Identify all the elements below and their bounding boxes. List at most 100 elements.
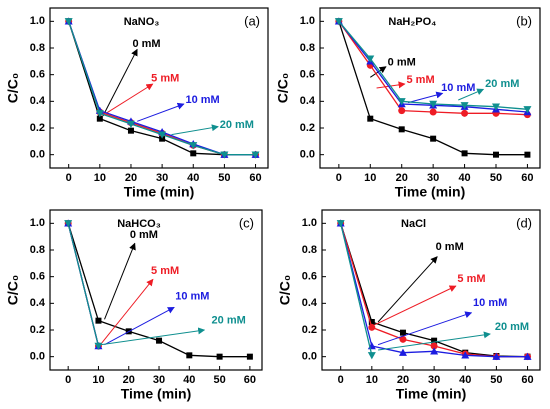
x-tick-label: 0 bbox=[66, 172, 72, 184]
y-axis-label: C/C₀ bbox=[275, 73, 291, 103]
x-tick-label: 30 bbox=[427, 172, 439, 184]
y-tick-label: 0.0 bbox=[30, 351, 45, 363]
data-point bbox=[216, 353, 223, 360]
x-tick-label: 50 bbox=[490, 172, 502, 184]
x-tick-label: 60 bbox=[244, 374, 256, 386]
plot-frame bbox=[49, 7, 269, 169]
annotation-arrow bbox=[104, 306, 175, 346]
x-tick-label: 60 bbox=[521, 374, 533, 386]
plot-frame bbox=[321, 209, 541, 371]
data-point bbox=[431, 337, 438, 344]
data-point bbox=[430, 347, 439, 355]
panel: 0 10 20 30 40 50 60 0.0 0.2 0.4 0.6 0.8 1.0 Time (min… bbox=[277, 209, 541, 402]
y-tick-label: 0.8 bbox=[30, 42, 45, 54]
x-tick-label: 60 bbox=[521, 172, 533, 184]
annotation-arrow bbox=[171, 124, 219, 136]
annotation-arrow bbox=[374, 285, 457, 326]
data-point bbox=[220, 151, 229, 159]
data-point bbox=[429, 108, 437, 116]
annotation-arrow bbox=[102, 48, 138, 117]
x-tick-label: 30 bbox=[428, 374, 440, 386]
data-point bbox=[398, 348, 407, 356]
x-axis-label: Time (min) bbox=[121, 386, 192, 402]
data-point bbox=[156, 337, 163, 344]
x-tick-label: 40 bbox=[187, 172, 199, 184]
y-tick-label: 0.6 bbox=[300, 69, 315, 81]
x-tick-label: 10 bbox=[366, 374, 378, 386]
data-point bbox=[493, 151, 499, 158]
y-tick-label: 1.0 bbox=[30, 217, 45, 229]
y-tick-label: 0.4 bbox=[30, 95, 46, 107]
panel: 0 10 20 30 40 50 60 0.0 0.2 0.4 0.6 0.8 1.0 Time (min… bbox=[5, 209, 263, 402]
panel-label: (a) bbox=[244, 13, 260, 28]
y-axis-label: C/C₀ bbox=[5, 275, 21, 305]
data-point bbox=[95, 110, 104, 118]
data-point bbox=[492, 103, 500, 111]
x-tick-label: 30 bbox=[153, 374, 165, 386]
data-point bbox=[94, 342, 103, 350]
data-point bbox=[158, 131, 167, 139]
data-point bbox=[399, 335, 407, 343]
series-label: 5 mM bbox=[407, 74, 435, 86]
y-tick-label: 0.2 bbox=[30, 324, 45, 336]
annotation-arrow bbox=[407, 91, 444, 104]
data-point bbox=[186, 352, 193, 359]
x-tick-label: 60 bbox=[249, 172, 261, 184]
x-tick-label: 10 bbox=[94, 172, 106, 184]
series-line bbox=[338, 20, 528, 116]
data-point bbox=[461, 351, 470, 359]
x-tick-label: 20 bbox=[123, 374, 135, 386]
y-tick-label: 0.6 bbox=[30, 69, 45, 81]
data-point bbox=[334, 18, 343, 26]
x-tick-label: 40 bbox=[183, 374, 195, 386]
data-point bbox=[397, 98, 406, 106]
data-point bbox=[126, 120, 135, 128]
series-label: 20 mM bbox=[485, 78, 519, 90]
x-tick-label: 20 bbox=[396, 172, 408, 184]
annotation-arrow bbox=[458, 88, 485, 101]
x-tick-label: 20 bbox=[397, 374, 409, 386]
data-point bbox=[524, 151, 531, 158]
series-line bbox=[340, 223, 528, 358]
series-line bbox=[340, 223, 373, 356]
x-tick-label: 40 bbox=[459, 374, 471, 386]
series-label: 5 mM bbox=[457, 273, 485, 285]
y-tick-label: 1.0 bbox=[300, 15, 315, 27]
panel: 0 10 20 30 40 50 60 0.0 0.2 0.4 0.6 0.8 1.0 Time (min… bbox=[5, 7, 269, 200]
data-point bbox=[367, 115, 374, 122]
series-line bbox=[340, 223, 528, 358]
data-point bbox=[189, 142, 198, 150]
x-axis-label: Time (min) bbox=[395, 184, 466, 200]
series-label: 10 mM bbox=[441, 82, 475, 94]
data-point bbox=[368, 323, 376, 331]
x-tick-label: 10 bbox=[364, 172, 376, 184]
plot-frame bbox=[319, 7, 541, 169]
annotation-arrow bbox=[377, 331, 491, 351]
y-axis-label: C/C₀ bbox=[5, 73, 21, 103]
data-point bbox=[336, 220, 345, 228]
x-tick-label: 10 bbox=[92, 374, 104, 386]
data-point bbox=[367, 352, 376, 360]
data-point bbox=[430, 342, 438, 350]
data-point bbox=[251, 151, 260, 159]
annotation-arrow bbox=[101, 327, 206, 346]
data-point bbox=[492, 352, 501, 360]
data-point bbox=[190, 150, 197, 157]
panel-title: NaH₂PO₄ bbox=[388, 16, 436, 28]
data-point bbox=[127, 127, 134, 134]
series-label: 10 mM bbox=[473, 297, 507, 309]
x-axis-label: Time (min) bbox=[396, 386, 467, 402]
data-point bbox=[523, 352, 532, 360]
series-label: 5 mM bbox=[151, 73, 179, 85]
data-point bbox=[461, 109, 469, 117]
annotation-arrow bbox=[377, 256, 438, 323]
y-tick-label: 0.6 bbox=[302, 271, 317, 283]
y-tick-label: 0.8 bbox=[300, 42, 315, 54]
series-label: 0 mM bbox=[130, 229, 158, 241]
x-tick-label: 20 bbox=[125, 172, 137, 184]
y-tick-label: 0.0 bbox=[300, 149, 315, 161]
y-tick-label: 1.0 bbox=[302, 217, 317, 229]
y-tick-label: 0.2 bbox=[300, 122, 315, 134]
x-tick-label: 0 bbox=[65, 374, 71, 386]
